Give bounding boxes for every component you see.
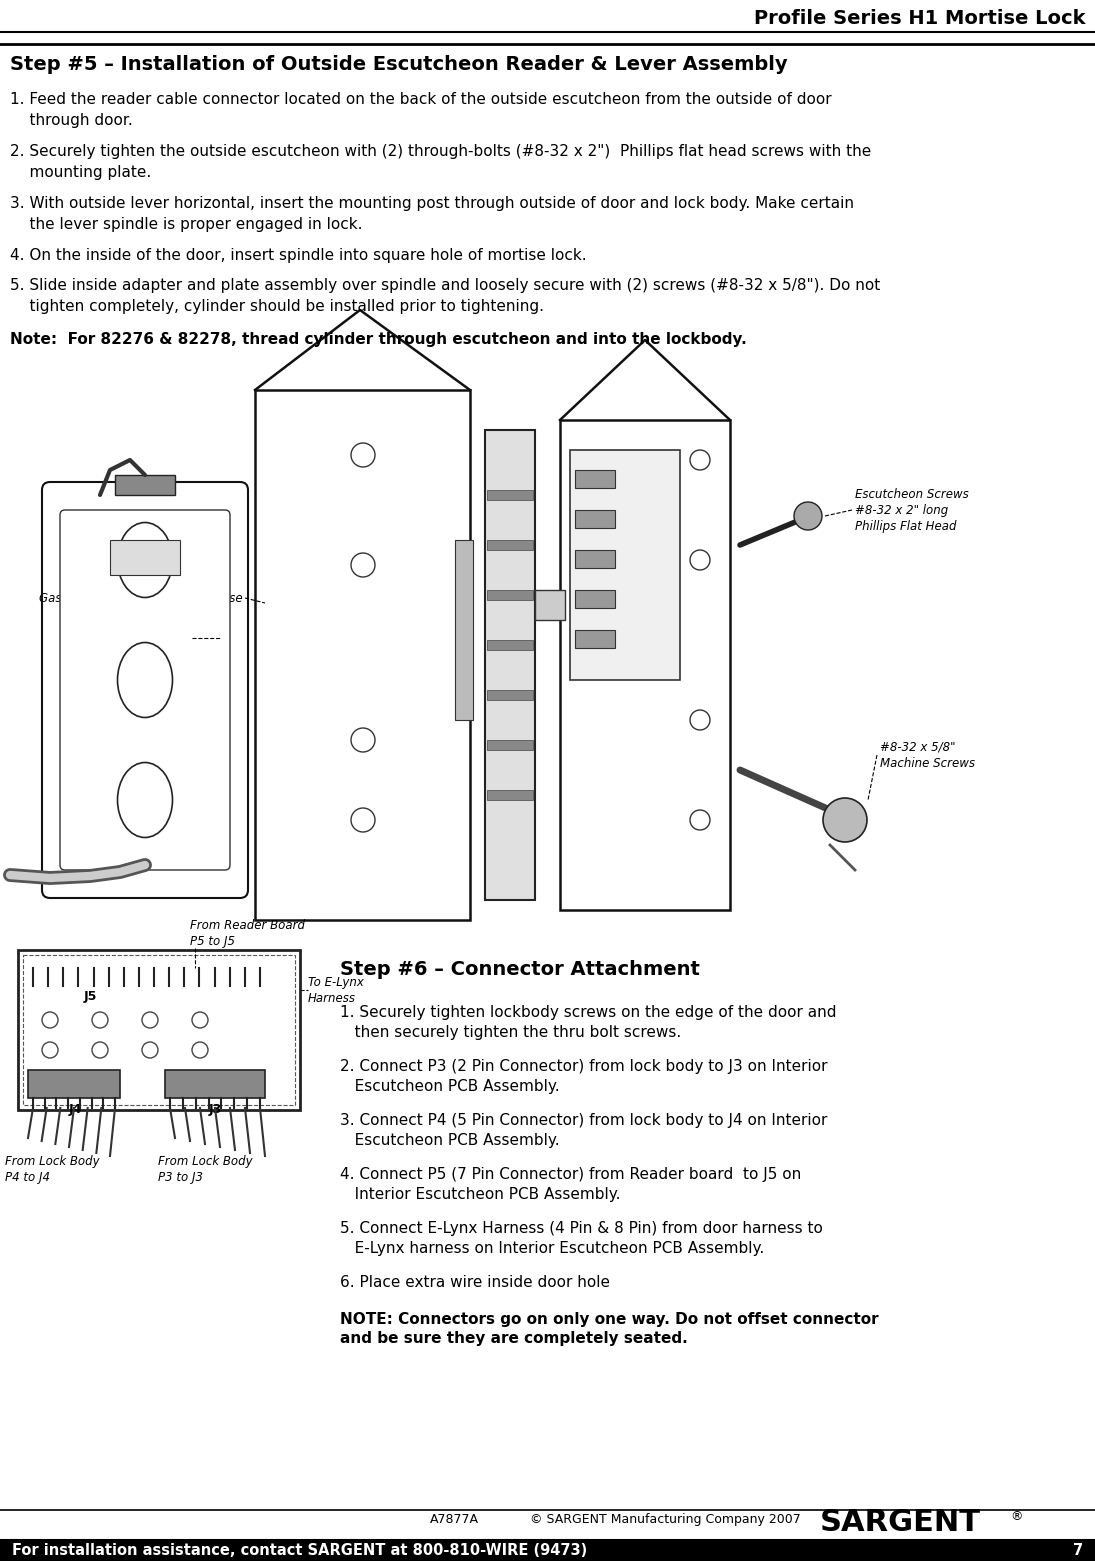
Circle shape <box>92 1043 108 1058</box>
Circle shape <box>42 1012 58 1029</box>
Text: From Reader Board
P5 to J5: From Reader Board P5 to J5 <box>191 919 306 948</box>
Circle shape <box>690 549 710 570</box>
Text: A7877A: A7877A <box>430 1513 479 1527</box>
Text: J3: J3 <box>208 1104 221 1116</box>
Text: Note:  For 82276 & 82278, thread cylinder through escutcheon and into the lockbo: Note: For 82276 & 82278, thread cylinder… <box>10 332 747 347</box>
Bar <box>485 429 535 901</box>
Circle shape <box>192 1012 208 1029</box>
Bar <box>23 955 295 1105</box>
Bar <box>487 590 533 599</box>
Text: Step #5 – Installation of Outside Escutcheon Reader & Lever Assembly: Step #5 – Installation of Outside Escutc… <box>10 55 787 73</box>
Bar <box>487 490 533 500</box>
Bar <box>575 631 615 648</box>
Circle shape <box>690 810 710 830</box>
Text: To E-Lynx
Harness: To E-Lynx Harness <box>308 976 364 1004</box>
Bar <box>487 740 533 749</box>
Text: 3. Connect P4 (5 Pin Connector) from lock body to J4 on Interior
   Escutcheon P: 3. Connect P4 (5 Pin Connector) from loc… <box>341 1113 828 1147</box>
Text: #8-32 x 5/8"
Machine Screws: #8-32 x 5/8" Machine Screws <box>880 740 975 770</box>
Circle shape <box>351 443 374 467</box>
Text: From Lock Body
P4 to J4: From Lock Body P4 to J4 <box>5 1155 100 1183</box>
Circle shape <box>92 1012 108 1029</box>
Circle shape <box>351 727 374 752</box>
Text: J4: J4 <box>68 1104 82 1116</box>
Text: Reader Cable: Reader Cable <box>111 632 191 645</box>
FancyBboxPatch shape <box>42 482 247 898</box>
Text: ®: ® <box>1010 1509 1023 1524</box>
Bar <box>456 540 473 720</box>
Bar <box>0 1541 1095 1561</box>
Bar <box>115 475 175 495</box>
Bar <box>570 450 680 681</box>
Text: From Lock Body
P3 to J3: From Lock Body P3 to J3 <box>158 1155 253 1183</box>
Text: 6. Place extra wire inside door hole: 6. Place extra wire inside door hole <box>341 1275 610 1289</box>
Bar <box>487 640 533 649</box>
Circle shape <box>690 450 710 470</box>
Ellipse shape <box>117 643 173 718</box>
Ellipse shape <box>117 523 173 598</box>
Bar <box>18 951 300 1110</box>
Circle shape <box>351 553 374 578</box>
Text: SARGENT: SARGENT <box>820 1508 981 1538</box>
Bar <box>28 1069 120 1097</box>
Bar <box>487 790 533 799</box>
Text: Step #6 – Connector Attachment: Step #6 – Connector Attachment <box>341 960 700 979</box>
Bar <box>110 540 180 574</box>
FancyBboxPatch shape <box>60 510 230 869</box>
Text: 4. On the inside of the door, insert spindle into square hole of mortise lock.: 4. On the inside of the door, insert spi… <box>10 248 587 262</box>
Text: Profile Series H1 Mortise Lock: Profile Series H1 Mortise Lock <box>753 9 1085 28</box>
Bar <box>560 420 730 910</box>
Text: 3. With outside lever horizontal, insert the mounting post through outside of do: 3. With outside lever horizontal, insert… <box>10 197 854 233</box>
Bar <box>575 590 615 607</box>
Text: Escutcheon Screws
#8-32 x 2" long
Phillips Flat Head: Escutcheon Screws #8-32 x 2" long Philli… <box>855 487 969 532</box>
Circle shape <box>142 1043 158 1058</box>
Text: © SARGENT Manufacturing Company 2007: © SARGENT Manufacturing Company 2007 <box>530 1513 800 1527</box>
Circle shape <box>794 503 822 531</box>
Circle shape <box>823 798 867 841</box>
Text: For installation assistance, contact SARGENT at 800-810-WIRE (9473): For installation assistance, contact SAR… <box>12 1542 587 1558</box>
Ellipse shape <box>117 762 173 838</box>
Circle shape <box>192 1043 208 1058</box>
Text: J5: J5 <box>83 990 96 1004</box>
Text: 2. Securely tighten the outside escutcheon with (2) through-bolts (#8-32 x 2")  : 2. Securely tighten the outside escutche… <box>10 144 872 180</box>
Text: Gasket Outside Harmony - Mortlse: Gasket Outside Harmony - Mortlse <box>39 592 243 604</box>
Text: 7: 7 <box>1073 1542 1083 1558</box>
Bar <box>575 470 615 489</box>
Circle shape <box>351 809 374 832</box>
Circle shape <box>142 1012 158 1029</box>
Bar <box>165 1069 265 1097</box>
Polygon shape <box>255 390 470 919</box>
Bar <box>575 549 615 568</box>
Bar <box>487 540 533 549</box>
Text: 1. Feed the reader cable connector located on the back of the outside escutcheon: 1. Feed the reader cable connector locat… <box>10 92 831 128</box>
Circle shape <box>690 710 710 731</box>
Circle shape <box>42 1043 58 1058</box>
Text: 2. Connect P3 (2 Pin Connector) from lock body to J3 on Interior
   Escutcheon P: 2. Connect P3 (2 Pin Connector) from loc… <box>341 1058 828 1094</box>
Bar <box>535 590 565 620</box>
Text: 1. Securely tighten lockbody screws on the edge of the door and
   then securely: 1. Securely tighten lockbody screws on t… <box>341 1005 837 1040</box>
Text: NOTE: Connectors go on only one way. Do not offset connector
and be sure they ar: NOTE: Connectors go on only one way. Do … <box>341 1311 878 1346</box>
Text: 5. Connect E-Lynx Harness (4 Pin & 8 Pin) from door harness to
   E-Lynx harness: 5. Connect E-Lynx Harness (4 Pin & 8 Pin… <box>341 1221 822 1255</box>
Text: 4. Connect P5 (7 Pin Connector) from Reader board  to J5 on
   Interior Escutche: 4. Connect P5 (7 Pin Connector) from Rea… <box>341 1168 802 1202</box>
Text: 5. Slide inside adapter and plate assembly over spindle and loosely secure with : 5. Slide inside adapter and plate assemb… <box>10 278 880 314</box>
Bar <box>575 510 615 528</box>
Bar <box>487 690 533 699</box>
